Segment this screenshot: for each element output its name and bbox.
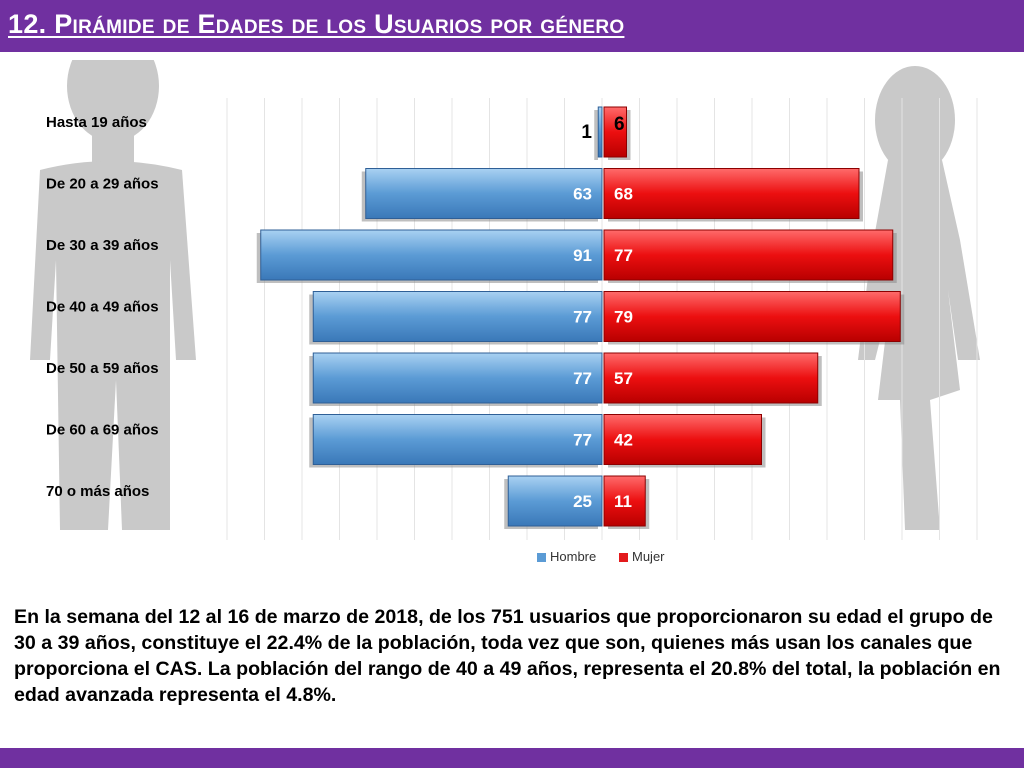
category-label: De 20 a 29 años: [46, 176, 159, 193]
title-bar: 12. Pirámide de Edades de los Usuarios p…: [0, 0, 1024, 52]
bar-mujer: [603, 229, 894, 281]
bar-hombre: [507, 475, 603, 527]
chart-legend: Hombre Mujer: [537, 549, 665, 564]
bar-mujer: [603, 352, 819, 404]
value-label-hombre: 63: [573, 185, 592, 204]
category-label: Hasta 19 años: [46, 114, 147, 131]
bar-hombre: [312, 291, 603, 342]
category-label: De 30 a 39 años: [46, 237, 159, 254]
population-pyramid-chart: Hasta 19 años De 20 a 29 años De 30 a 39 a…: [30, 60, 980, 564]
value-label-hombre: 1: [581, 122, 592, 143]
value-label-hombre: 25: [573, 492, 592, 511]
bar-mujer: [603, 168, 860, 219]
category-label: 70 o más años: [46, 483, 149, 500]
bar-mujer: [603, 475, 646, 527]
bar-hombre: [597, 106, 603, 158]
value-label-hombre: 77: [573, 308, 592, 327]
legend-swatch: [619, 553, 628, 562]
value-label-hombre: 77: [573, 369, 592, 388]
value-label-mujer: 77: [614, 246, 633, 265]
category-labels: Hasta 19 años De 20 a 29 años De 30 a 39 a…: [46, 114, 159, 500]
bar-mujer: [603, 291, 901, 342]
legend-label: Mujer: [632, 549, 665, 564]
value-label-mujer: 79: [614, 308, 633, 327]
value-label-mujer: 68: [614, 185, 633, 204]
male-silhouette-icon: [30, 60, 196, 530]
slide-title: 12. Pirámide de Edades de los Usuarios p…: [8, 9, 625, 39]
value-label-mujer: 6: [614, 114, 625, 135]
legend-swatch: [537, 553, 546, 562]
bar-mujer: [603, 106, 627, 158]
value-label-hombre: 77: [573, 431, 592, 450]
bar-hombre: [312, 414, 603, 465]
category-label: De 60 a 69 años: [46, 422, 159, 439]
bottom-bar: [0, 748, 1024, 768]
bar-mujer: [603, 414, 762, 465]
value-labels: 1 6 63 68 91 77 77 79 77 57 77 42 25 11: [573, 114, 633, 511]
slide-description: En la semana del 12 al 16 de marzo de 20…: [14, 606, 1001, 706]
chart-bars: [256, 106, 905, 529]
category-label: De 40 a 49 años: [46, 299, 159, 316]
bar-hombre: [260, 229, 603, 281]
value-label-mujer: 42: [614, 431, 633, 450]
category-label: De 50 a 59 años: [46, 360, 159, 377]
value-label-mujer: 57: [614, 369, 633, 388]
bar-hombre: [312, 352, 603, 404]
bar-hombre: [365, 168, 603, 219]
value-label-mujer: 11: [614, 492, 632, 511]
legend-label: Hombre: [550, 549, 596, 564]
value-label-hombre: 91: [573, 246, 592, 265]
